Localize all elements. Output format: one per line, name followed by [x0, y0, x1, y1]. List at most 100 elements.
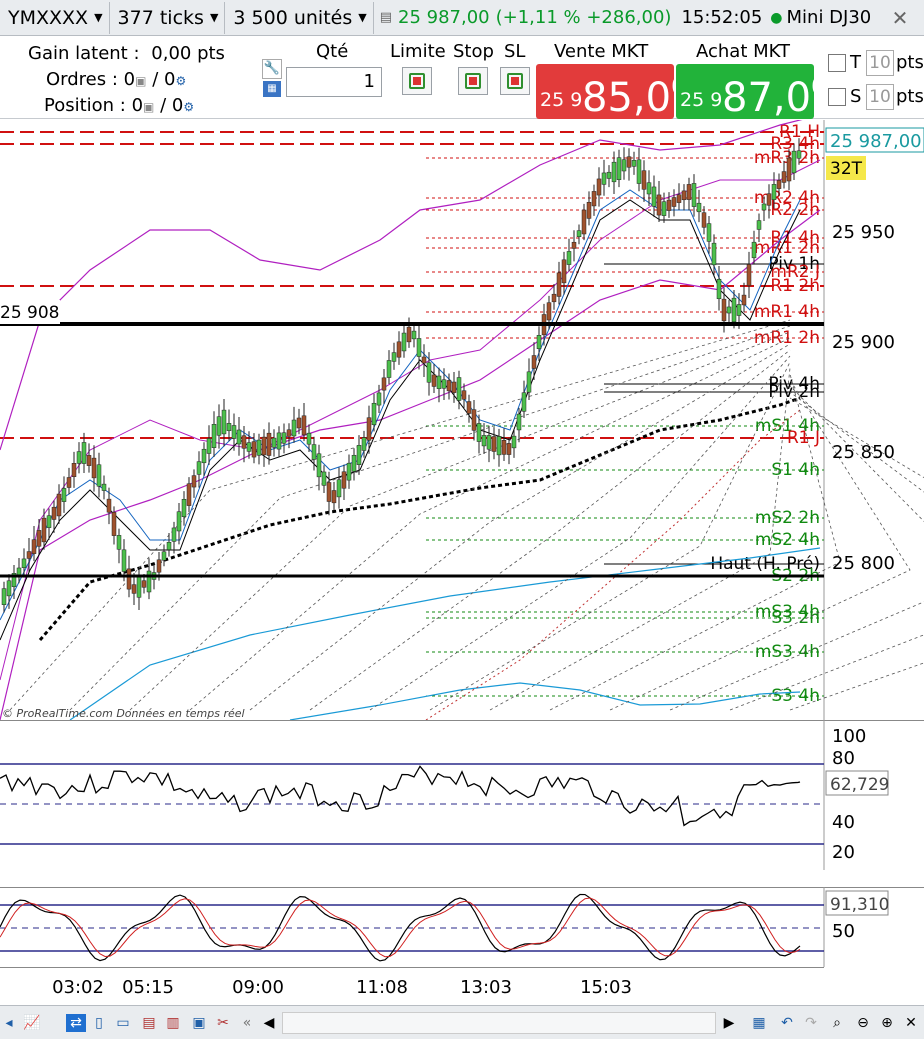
candle-body — [266, 432, 272, 456]
level-label: R1 2h — [770, 276, 820, 296]
lower-band-line — [0, 209, 821, 720]
position-label: Position : 0 — [44, 95, 144, 116]
candle-body — [316, 453, 322, 478]
rsi-line — [0, 765, 801, 827]
level-label: S3 4h — [771, 686, 820, 706]
orders-label: Ordres : 0 — [46, 69, 136, 90]
candle-body — [706, 223, 712, 242]
interval-select[interactable]: 377 ticks ▼ — [110, 1, 226, 34]
share-icon[interactable]: ⇄ — [66, 1014, 86, 1032]
fan-line — [789, 397, 924, 711]
level-label: R1 J — [787, 428, 820, 448]
calculator-icon[interactable]: ▦ — [263, 81, 281, 97]
limit-order-button[interactable] — [402, 67, 432, 95]
candle-body — [136, 575, 142, 598]
chart-type-icon[interactable]: 📈 — [23, 1015, 41, 1031]
ticks-tag — [826, 156, 866, 180]
candle-body — [1, 588, 7, 605]
layout-icon[interactable]: ▯ — [95, 1015, 103, 1031]
candle-body — [631, 160, 637, 167]
candle-body — [546, 302, 552, 321]
stochastic-chart[interactable]: 91,310 50 — [0, 887, 924, 967]
candle-body — [311, 444, 317, 460]
symbol-select[interactable]: YMXXXX ▼ — [0, 1, 110, 34]
t-unit: pts — [896, 52, 924, 73]
candle-body — [396, 341, 402, 358]
redo-icon[interactable]: ↷ — [805, 1015, 817, 1031]
candle-body — [256, 439, 262, 456]
scroll-right-button[interactable]: ▶ — [723, 1015, 735, 1031]
candle-body — [326, 482, 332, 502]
candle-body — [731, 297, 737, 323]
order-ticket-icon — [409, 73, 425, 89]
candle-body — [606, 171, 612, 179]
level-label: mR1 2h — [754, 328, 820, 348]
candle-body — [786, 157, 792, 182]
live-dot-icon: ● — [770, 9, 783, 26]
windows-icon[interactable]: ▣ — [192, 1015, 206, 1031]
level-label: mR2 J — [770, 262, 820, 282]
candle-body — [586, 201, 592, 219]
candle-body — [166, 541, 172, 551]
tools-icon[interactable]: ✂ — [217, 1015, 229, 1031]
limit-header: Limite — [390, 41, 446, 62]
candle-body — [726, 306, 732, 314]
stop-order-button[interactable] — [458, 67, 488, 95]
stop-checkbox[interactable] — [828, 88, 846, 106]
undo-icon[interactable]: ↶ — [781, 1015, 793, 1031]
bottom-toolbar: ◂ 📈 ⇄ ▯ ▭ ▤ ▥ ▣ ✂ « ◀ ▶ ▦ ↶ ↷ ⌕ ⊖ ⊕ ✕ — [0, 1005, 924, 1039]
sl-header: SL — [504, 41, 526, 62]
zoom-icon[interactable]: ⌕ — [833, 1015, 841, 1031]
target-points-input[interactable]: 10 — [866, 50, 894, 76]
candle-body — [746, 264, 752, 286]
close-icon[interactable]: ✕ — [905, 1015, 917, 1031]
candle-body — [96, 464, 102, 487]
target-checkbox[interactable] — [828, 54, 846, 72]
candle-body — [101, 483, 107, 491]
candle-body — [476, 423, 482, 442]
candle-body — [671, 197, 677, 207]
candle-body — [321, 471, 327, 486]
zoom-out-icon[interactable]: ⊖ — [857, 1015, 869, 1031]
candle-body — [276, 432, 282, 450]
candle-body — [696, 202, 702, 213]
wrench-icon[interactable]: 🔧 — [262, 59, 282, 79]
candle-body — [771, 184, 777, 200]
rsi-tick-80: 80 — [832, 748, 855, 769]
zoom-in-icon[interactable]: ⊕ — [881, 1015, 893, 1031]
list-icon[interactable]: ▤ — [142, 1015, 156, 1031]
rsi-chart[interactable]: 100 80 40 20 62,729 — [0, 720, 924, 870]
units-select[interactable]: 3 500 unités ▼ — [225, 1, 374, 34]
candle-body — [306, 432, 312, 445]
candle-body — [491, 436, 497, 452]
chevron-down-icon: ▼ — [358, 11, 367, 24]
position-box-icon: ▣ — [143, 100, 155, 114]
quantity-input[interactable]: 1 — [286, 67, 382, 97]
scroll-left-button[interactable]: ◀ — [263, 1015, 275, 1031]
candle-body — [271, 437, 277, 448]
candle-body — [21, 558, 27, 569]
buy-price-digits: 87,0 — [722, 75, 812, 119]
sl-order-button[interactable] — [500, 67, 530, 95]
candle-body — [106, 498, 112, 513]
chat-icon[interactable]: ▭ — [116, 1015, 130, 1031]
candle-body — [56, 493, 62, 517]
candle-body — [461, 390, 467, 400]
order-book-icon[interactable]: ▥ — [166, 1015, 180, 1031]
fan-line — [309, 349, 791, 711]
close-window-button[interactable]: ✕ — [876, 2, 924, 34]
stop-points-input[interactable]: 10 — [866, 84, 894, 110]
calendar-icon[interactable]: ▦ — [752, 1015, 766, 1031]
buy-market-button[interactable]: 25 9 87,00 — [676, 64, 814, 119]
sell-market-button[interactable]: 25 9 85,00 — [536, 64, 674, 119]
candle-body — [621, 159, 627, 172]
candle-body — [201, 448, 207, 464]
chart-scrollbar[interactable] — [282, 1012, 716, 1034]
menu-left-icon[interactable]: ◂ — [5, 1015, 13, 1031]
gain-label: Gain latent : — [28, 43, 140, 64]
candle-body — [291, 419, 297, 437]
collapse-icon[interactable]: « — [242, 1015, 252, 1031]
orders-stat: Ordres : 0▣ / 0⚙ — [46, 69, 186, 90]
candle-body — [46, 515, 52, 528]
